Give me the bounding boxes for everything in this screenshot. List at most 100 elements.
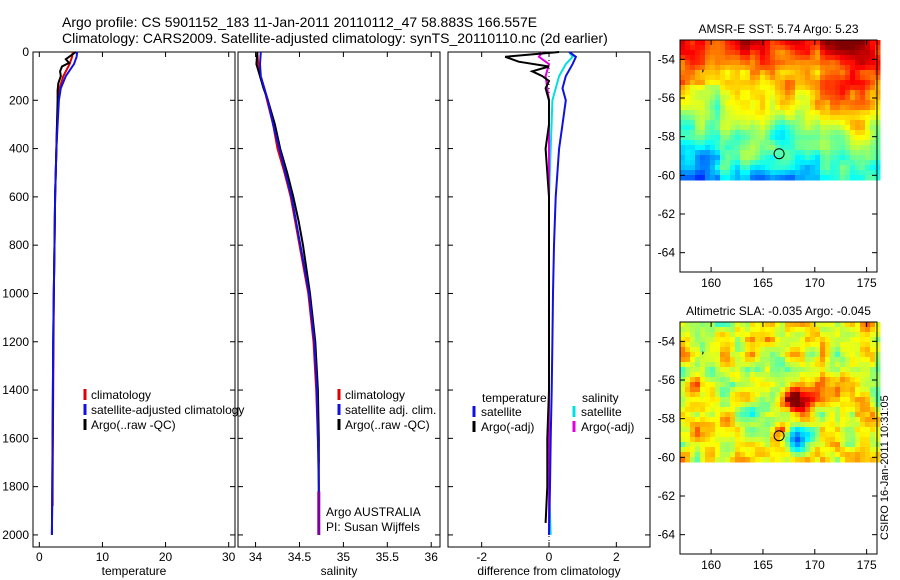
map-cell xyxy=(695,362,701,368)
map-cell xyxy=(680,322,686,328)
map-frame xyxy=(679,39,878,273)
map-cell xyxy=(745,437,751,443)
map-cell xyxy=(865,442,871,448)
map-cell xyxy=(815,95,821,101)
map-cell xyxy=(730,160,736,166)
map-cell xyxy=(690,337,696,343)
map-cell xyxy=(850,387,856,393)
map-cell xyxy=(805,55,811,61)
map-cell xyxy=(770,130,776,136)
map-cell xyxy=(760,357,766,363)
map-cell xyxy=(710,165,716,171)
map-cell xyxy=(700,332,706,338)
map-cell xyxy=(850,120,856,126)
map-cell xyxy=(725,337,731,343)
plot-frame xyxy=(237,51,441,548)
map-cell xyxy=(770,85,776,91)
map-cell xyxy=(720,407,726,413)
map-cell xyxy=(740,347,746,353)
map-cell xyxy=(685,75,691,81)
map-cell xyxy=(755,80,761,86)
map-cell xyxy=(740,452,746,458)
map-cell xyxy=(810,70,816,76)
map-cell xyxy=(720,110,726,116)
map-cell xyxy=(700,75,706,81)
map-cell xyxy=(815,432,821,438)
map-cell xyxy=(690,452,696,458)
map-cell xyxy=(735,377,741,383)
map-cell xyxy=(870,382,876,388)
map-cell xyxy=(685,457,691,463)
x-tick-label: 170 xyxy=(805,558,825,572)
map-cell xyxy=(875,447,881,453)
map-cell xyxy=(830,362,836,368)
map-cell xyxy=(710,150,716,156)
map-cell xyxy=(830,55,836,61)
x-tick-label: 2 xyxy=(613,550,620,564)
map-cell xyxy=(860,115,866,121)
map-cell xyxy=(850,432,856,438)
map-cell xyxy=(800,50,806,56)
map-cell xyxy=(875,40,881,46)
map-cell xyxy=(750,442,756,448)
map-cell xyxy=(805,447,811,453)
map-cell xyxy=(725,165,731,171)
map-cell xyxy=(690,382,696,388)
map-cell xyxy=(875,372,881,378)
map-cell xyxy=(770,372,776,378)
map-cell xyxy=(710,357,716,363)
y-tick-label: -56 xyxy=(658,373,676,387)
map-cell xyxy=(870,352,876,358)
map-cell xyxy=(820,65,826,71)
map-cell xyxy=(750,80,756,86)
map-cell xyxy=(845,387,851,393)
map-cell xyxy=(820,407,826,413)
map-cell xyxy=(745,145,751,151)
map-cell xyxy=(820,412,826,418)
map-cell xyxy=(785,50,791,56)
map-cell xyxy=(700,352,706,358)
map-cell xyxy=(820,357,826,363)
map-cell xyxy=(845,412,851,418)
map-cell xyxy=(700,130,706,136)
map-cell xyxy=(740,402,746,408)
map-cell xyxy=(780,110,786,116)
map-cell xyxy=(680,327,686,333)
map-cell xyxy=(695,342,701,348)
map-cell xyxy=(820,402,826,408)
series-line-satellite-adjusted xyxy=(50,51,79,535)
map-cell xyxy=(700,110,706,116)
map-cell xyxy=(700,40,706,46)
series-line-satellite-adj xyxy=(258,51,320,535)
map-cell xyxy=(705,100,711,106)
map-cell xyxy=(820,427,826,433)
map-cell xyxy=(750,352,756,358)
map-cell xyxy=(790,105,796,111)
map-cell xyxy=(840,457,846,463)
map-cell xyxy=(750,447,756,453)
map-cell xyxy=(775,322,781,328)
map-cell xyxy=(785,175,791,181)
map-cell xyxy=(725,100,731,106)
map-cell xyxy=(710,130,716,136)
map-cell xyxy=(855,337,861,343)
map-cell xyxy=(780,377,786,383)
map-cell xyxy=(715,145,721,151)
legend-entry: Argo(..raw -QC) xyxy=(345,418,430,432)
map-cell xyxy=(765,437,771,443)
map-cell xyxy=(790,347,796,353)
map-cell xyxy=(750,382,756,388)
map-cell xyxy=(690,95,696,101)
map-cell xyxy=(735,337,741,343)
map-cell xyxy=(855,367,861,373)
map-cell xyxy=(860,50,866,56)
map-cell xyxy=(870,422,876,428)
map-cell xyxy=(840,397,846,403)
map-cell xyxy=(695,175,701,181)
y-tick-label: 2000 xyxy=(2,528,29,542)
map-cell xyxy=(860,452,866,458)
map-cell xyxy=(785,422,791,428)
map-cell xyxy=(725,447,731,453)
map-cell xyxy=(770,110,776,116)
map-cell xyxy=(845,110,851,116)
